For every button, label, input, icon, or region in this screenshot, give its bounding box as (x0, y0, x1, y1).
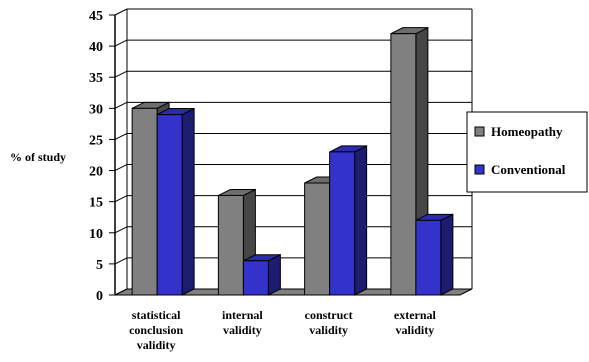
legend-box (466, 111, 588, 193)
legend: Homeopathy Conventional (466, 111, 588, 193)
gridline-depth-10 (114, 226, 128, 234)
gridline-depth-5 (114, 257, 128, 265)
bar-side (354, 145, 368, 296)
x-category-label: conclusion (129, 323, 183, 337)
x-category-label: statistical (132, 308, 181, 322)
bar-homeopathy-0 (131, 107, 158, 296)
bar-side (267, 253, 281, 296)
gridline-depth-15 (114, 195, 128, 203)
bar-conventional-2 (329, 151, 356, 296)
y-tick-label: 25 (89, 133, 103, 148)
gridline-depth-25 (114, 132, 128, 140)
y-tick-label: 20 (89, 165, 103, 180)
bar-homeopathy-3 (390, 33, 417, 296)
gridline-depth-40 (114, 39, 128, 47)
y-tick-label: 40 (89, 40, 103, 55)
y-tick-label: 30 (89, 102, 103, 117)
y-tick-label: 5 (96, 258, 103, 273)
x-category-label: internal (222, 308, 263, 322)
x-category-label: construct (305, 308, 353, 322)
x-category-labels: statisticalconclusionvalidityinternalval… (129, 308, 436, 352)
bar-conventional-3 (415, 219, 442, 296)
gridline-depth-30 (114, 101, 128, 109)
legend-swatch-conventional (474, 164, 485, 175)
y-axis-label: % of study (10, 150, 66, 164)
bar-homeopathy-1 (217, 194, 244, 296)
x-category-label: validity (396, 323, 435, 337)
x-category-label: validity (137, 338, 176, 352)
x-category-label: validity (309, 323, 348, 337)
legend-label-conventional: Conventional (491, 162, 566, 177)
gridline-depth-35 (114, 70, 128, 78)
bar-conventional-1 (242, 260, 269, 296)
y-tick-label: 10 (89, 227, 103, 242)
y-tick-label: 0 (96, 289, 103, 304)
y-tick-label: 45 (89, 9, 103, 24)
gridline-depth-45 (114, 8, 128, 16)
bar-side (181, 107, 195, 296)
y-tick-label: 35 (89, 71, 103, 86)
bar-conventional-0 (156, 114, 183, 296)
bar-side (440, 213, 454, 296)
x-category-label: validity (223, 323, 262, 337)
bar-homeopathy-2 (304, 182, 331, 296)
legend-label-homeopathy: Homeopathy (491, 124, 563, 139)
gridline-depth-20 (114, 164, 128, 172)
legend-swatch-homeopathy (474, 126, 485, 137)
bars (131, 26, 454, 296)
x-category-label: external (394, 308, 437, 322)
y-tick-label: 15 (89, 196, 103, 211)
y-tick-labels: 0 5 10 15 20 25 30 35 40 45 (89, 9, 115, 304)
